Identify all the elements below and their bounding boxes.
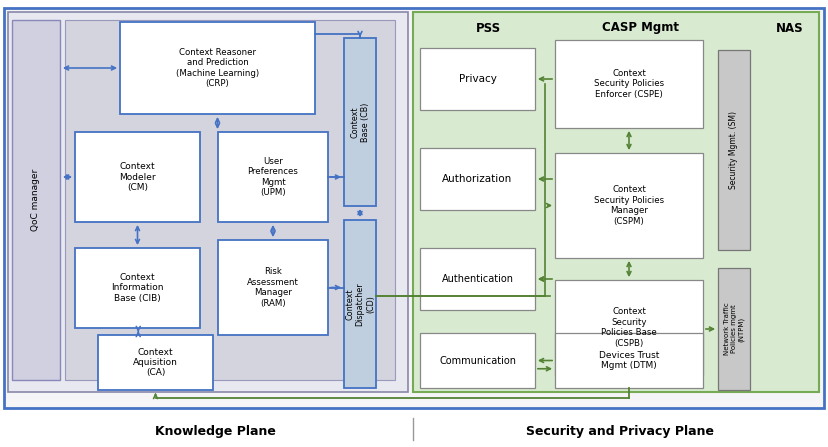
Text: PSS: PSS: [475, 21, 500, 34]
Text: Security Mgmt. (SM): Security Mgmt. (SM): [729, 111, 738, 189]
Bar: [8, 12, 407, 392]
Text: Context
Security Policies
Manager
(CSPM): Context Security Policies Manager (CSPM): [593, 186, 663, 226]
Text: Communication: Communication: [439, 355, 515, 366]
Text: Security and Privacy Plane: Security and Privacy Plane: [525, 426, 713, 439]
Text: Context Reasoner
and Prediction
(Machine Learning)
(CRP): Context Reasoner and Prediction (Machine…: [176, 48, 259, 88]
Text: Privacy: Privacy: [458, 74, 496, 84]
Text: Context
Security
Policies Base
(CSPB): Context Security Policies Base (CSPB): [600, 308, 656, 348]
Text: Authorization: Authorization: [442, 174, 512, 184]
Text: Context
Aquisition
(CA): Context Aquisition (CA): [133, 348, 178, 377]
Bar: [12, 20, 60, 380]
Text: Context
Base (CB): Context Base (CB): [350, 102, 369, 142]
Bar: [4, 8, 823, 408]
Bar: [420, 48, 534, 110]
Text: Devices Trust
Mgmt (DTM): Devices Trust Mgmt (DTM): [598, 351, 658, 370]
Bar: [554, 40, 702, 128]
Text: NAS: NAS: [775, 21, 803, 34]
Bar: [98, 335, 213, 390]
Bar: [420, 248, 534, 310]
Bar: [120, 22, 315, 114]
Bar: [344, 220, 376, 388]
Bar: [717, 268, 749, 390]
Text: Context
Dispatcher
(CD): Context Dispatcher (CD): [344, 282, 374, 326]
Text: Risk
Assessment
Manager
(RAM): Risk Assessment Manager (RAM): [247, 267, 299, 308]
Text: Network Traffic
Policies mgmt
(NTPM): Network Traffic Policies mgmt (NTPM): [723, 303, 744, 355]
Text: Authentication: Authentication: [441, 274, 513, 284]
Bar: [75, 132, 200, 222]
Text: Context
Information
Base (CIB): Context Information Base (CIB): [111, 273, 164, 303]
Bar: [554, 333, 702, 388]
Bar: [420, 148, 534, 210]
Bar: [218, 240, 328, 335]
Bar: [65, 20, 394, 380]
Text: Knowledge Plane: Knowledge Plane: [154, 426, 275, 439]
Bar: [554, 280, 702, 375]
Bar: [554, 153, 702, 258]
Text: Context
Modeler
(CM): Context Modeler (CM): [119, 162, 156, 192]
Bar: [218, 132, 328, 222]
Text: Context
Security Policies
Enforcer (CSPE): Context Security Policies Enforcer (CSPE…: [593, 69, 663, 99]
Text: User
Preferences
Mgmt
(UPM): User Preferences Mgmt (UPM): [248, 157, 298, 197]
Bar: [420, 333, 534, 388]
Text: QoC manager: QoC manager: [31, 169, 41, 231]
Text: CASP Mgmt: CASP Mgmt: [601, 21, 677, 34]
Bar: [75, 248, 200, 328]
Bar: [717, 50, 749, 250]
Bar: [412, 12, 818, 392]
Bar: [344, 38, 376, 206]
